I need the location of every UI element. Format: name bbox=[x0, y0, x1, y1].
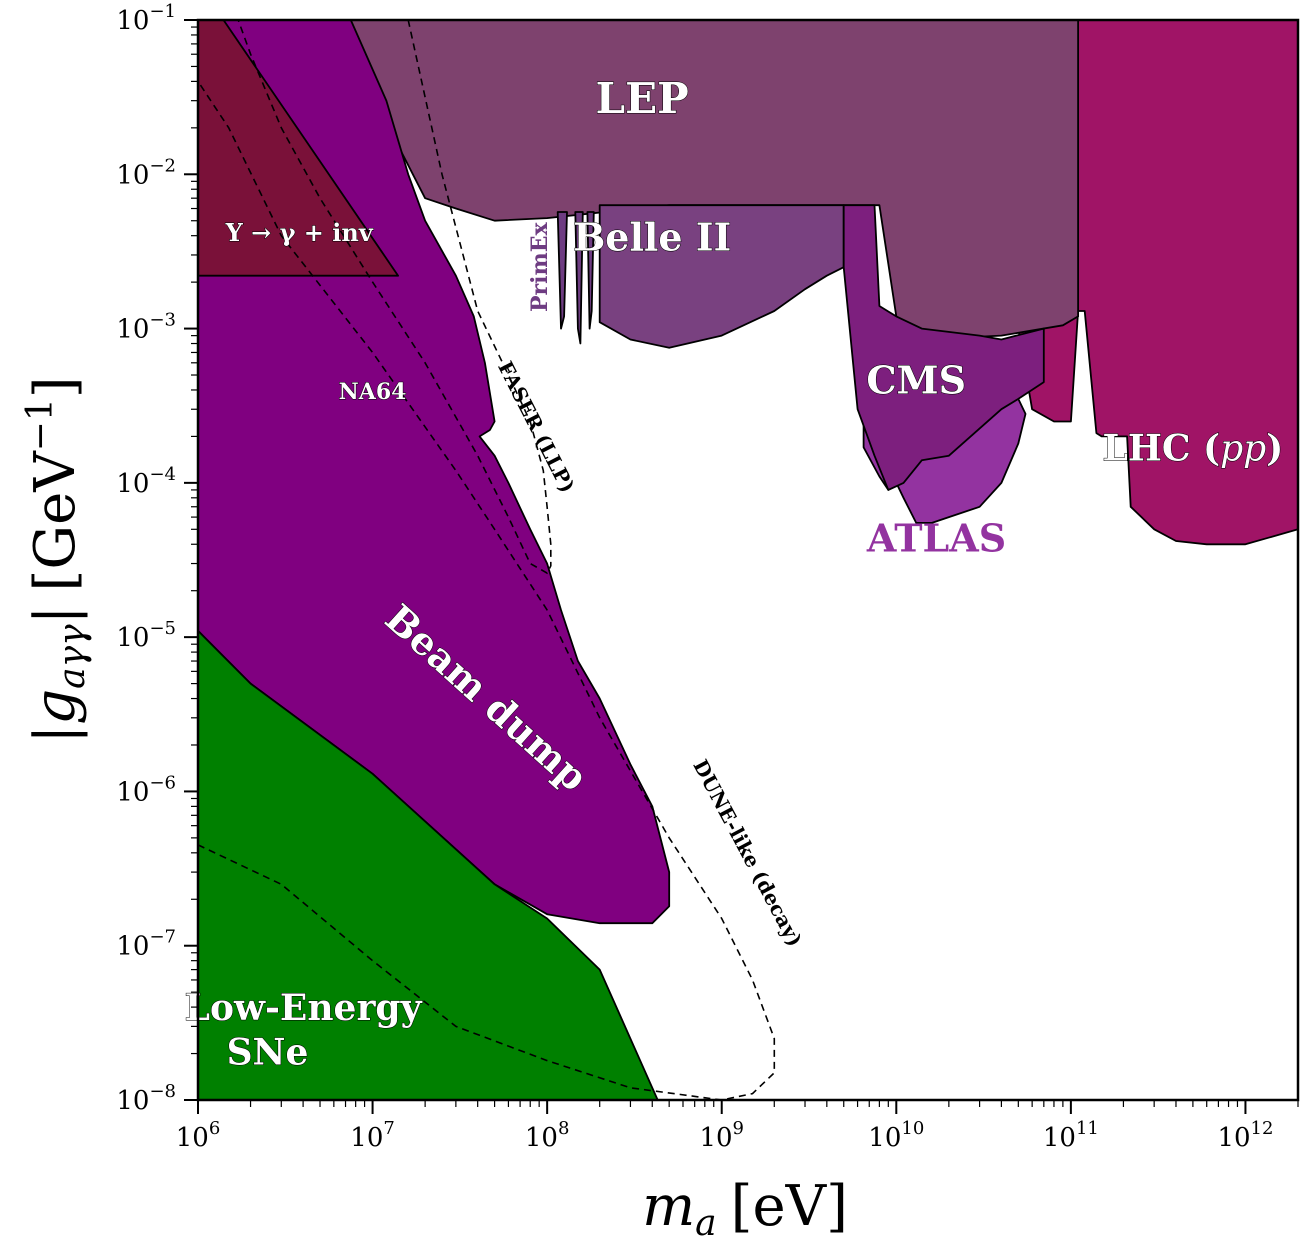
y-tick-exp: −5 bbox=[149, 618, 176, 639]
x-tick-base: 10 bbox=[1043, 1123, 1076, 1153]
x-tick-exp: 6 bbox=[209, 1118, 220, 1139]
y-axis-unit: [GeV bbox=[23, 450, 88, 592]
y-tick-exp: −3 bbox=[149, 310, 176, 331]
label-cms-text: CMS bbox=[866, 357, 966, 402]
label-dune-text: DUNE-like (decay) bbox=[688, 755, 807, 950]
axis-ticks bbox=[184, 19, 1299, 1114]
x-tick-label: 109 bbox=[699, 1118, 744, 1153]
x-tick-base: 10 bbox=[699, 1123, 732, 1153]
y-tick-label: 10−5 bbox=[116, 618, 176, 653]
region-primex3 bbox=[586, 211, 595, 330]
region-lep bbox=[332, 19, 1079, 341]
y-axis-close-bar: | bbox=[23, 606, 88, 625]
x-tick-base: 10 bbox=[868, 1123, 901, 1153]
label-lhc-pp: pp bbox=[1220, 428, 1266, 469]
y-tick-label: 10−1 bbox=[116, 1, 176, 36]
y-axis-subscript: aγγ bbox=[52, 624, 93, 689]
x-tick-exp: 12 bbox=[1251, 1118, 1274, 1139]
x-tick-exp: 10 bbox=[901, 1118, 924, 1139]
y-axis-open-bar: | bbox=[23, 725, 88, 744]
y-tick-labels: 10−810−710−610−510−410−310−210−1 bbox=[116, 1, 176, 1116]
label-upsilon-text: Υ → γ + inv bbox=[225, 218, 374, 247]
label-cms: CMS bbox=[866, 357, 966, 402]
y-tick-label: 10−7 bbox=[116, 927, 176, 962]
y-tick-exp: −4 bbox=[149, 464, 176, 485]
region-primex2 bbox=[574, 211, 584, 345]
label-sne1: Low-Energy bbox=[185, 987, 423, 1029]
label-primex: PrimEx bbox=[527, 221, 553, 312]
x-tick-exp: 11 bbox=[1076, 1118, 1099, 1139]
label-na64: NA64 bbox=[339, 379, 407, 405]
y-tick-base: 10 bbox=[116, 932, 149, 962]
label-faser-text: FASER (LLP) bbox=[493, 357, 580, 496]
y-axis-symbol: g bbox=[23, 689, 88, 725]
y-axis-title: |gaγγ|[GeV−1] bbox=[20, 376, 93, 743]
label-sne2-text: SNe bbox=[227, 1031, 309, 1073]
y-tick-label: 10−2 bbox=[116, 155, 176, 190]
y-tick-base: 10 bbox=[116, 623, 149, 653]
y-tick-label: 10−8 bbox=[116, 1081, 176, 1116]
x-tick-label: 1012 bbox=[1217, 1118, 1273, 1153]
label-faser: FASER (LLP) bbox=[493, 357, 580, 496]
x-axis-subscript: a bbox=[695, 1203, 716, 1244]
label-sne2: SNe bbox=[227, 1031, 309, 1073]
x-tick-label: 108 bbox=[525, 1118, 570, 1153]
label-belleii: Belle II bbox=[573, 215, 731, 260]
x-tick-base: 10 bbox=[525, 1123, 558, 1153]
y-tick-label: 10−6 bbox=[116, 772, 176, 807]
curve-faser bbox=[237, 19, 552, 575]
x-axis-title: ma [eV] bbox=[642, 1174, 848, 1244]
y-tick-base: 10 bbox=[116, 315, 149, 345]
x-tick-base: 10 bbox=[176, 1123, 209, 1153]
y-axis-unit-close: ] bbox=[23, 376, 88, 398]
y-tick-label: 10−3 bbox=[116, 310, 176, 345]
exclusion-regions bbox=[197, 19, 1299, 1101]
y-tick-exp: −8 bbox=[149, 1081, 176, 1102]
label-na64-text: NA64 bbox=[339, 379, 407, 405]
x-axis-unit: [eV] bbox=[731, 1174, 848, 1239]
x-tick-label: 106 bbox=[176, 1118, 221, 1153]
label-lep: LEP bbox=[596, 74, 689, 123]
y-tick-exp: −6 bbox=[149, 772, 176, 793]
y-tick-base: 10 bbox=[116, 6, 149, 36]
x-tick-base: 10 bbox=[1217, 1123, 1250, 1153]
label-upsilon: Υ → γ + inv bbox=[225, 218, 374, 247]
y-tick-exp: −2 bbox=[149, 155, 176, 176]
region-cms bbox=[842, 204, 1045, 491]
x-tick-label: 107 bbox=[350, 1118, 395, 1153]
label-lhc-close: ) bbox=[1266, 427, 1283, 469]
label-sne1-text: Low-Energy bbox=[185, 987, 423, 1029]
label-atlas: ATLAS bbox=[866, 515, 1006, 560]
y-tick-exp: −1 bbox=[149, 1, 176, 22]
curve-dune bbox=[197, 80, 776, 1101]
y-axis-unit-exponent: −1 bbox=[20, 398, 61, 451]
label-dune: DUNE-like (decay) bbox=[688, 755, 807, 950]
y-tick-label: 10−4 bbox=[116, 464, 176, 499]
projection-curves bbox=[197, 19, 776, 1101]
y-tick-base: 10 bbox=[116, 1086, 149, 1116]
plot-frame bbox=[196, 18, 1300, 1102]
label-lhc-text: LHC ( bbox=[1103, 427, 1221, 469]
x-tick-exp: 8 bbox=[558, 1118, 569, 1139]
x-tick-base: 10 bbox=[350, 1123, 383, 1153]
y-tick-base: 10 bbox=[116, 469, 149, 499]
x-axis-symbol: m bbox=[642, 1174, 695, 1239]
label-primex-text: PrimEx bbox=[527, 221, 553, 312]
label-lhc: LHC (pp) bbox=[1103, 427, 1284, 469]
x-tick-exp: 7 bbox=[383, 1118, 394, 1139]
x-tick-label: 1010 bbox=[868, 1118, 924, 1153]
y-tick-base: 10 bbox=[116, 160, 149, 190]
region-primex1 bbox=[556, 211, 568, 330]
x-tick-labels: 106 107 108 109 1010 1011 1012 bbox=[176, 1118, 1274, 1153]
label-lep-text: LEP bbox=[596, 74, 689, 123]
region-lhc bbox=[1017, 19, 1299, 546]
y-tick-exp: −7 bbox=[149, 927, 176, 948]
y-tick-base: 10 bbox=[116, 777, 149, 807]
x-tick-exp: 9 bbox=[733, 1118, 744, 1139]
label-atlas-text: ATLAS bbox=[866, 515, 1006, 560]
x-tick-label: 1011 bbox=[1043, 1118, 1099, 1153]
label-belleii-text: Belle II bbox=[573, 215, 731, 260]
